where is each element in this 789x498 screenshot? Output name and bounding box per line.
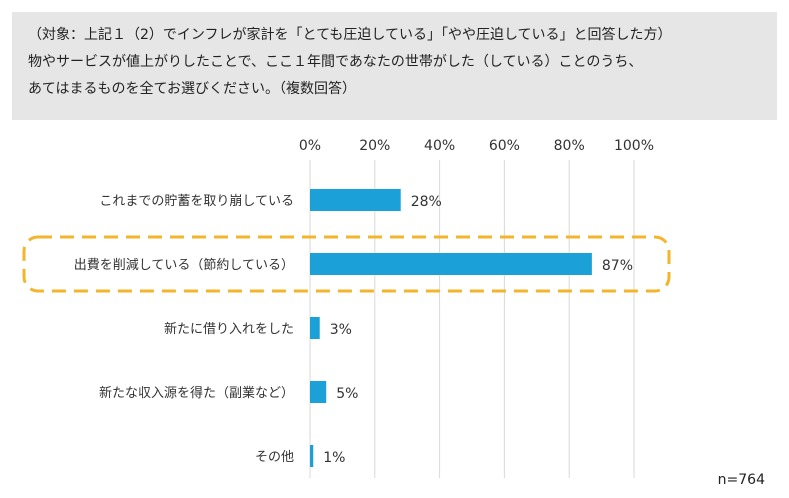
- x-tick-label: 0%: [299, 138, 321, 154]
- question-line-2: 物やサービスが値上がりしたことで、ここ１年間であなたの世帯がした（している）こと…: [28, 54, 643, 70]
- value-label: 5%: [336, 386, 358, 402]
- question-line-1: （対象：上記１（2）でインフレが家計を「とても圧迫している」「やや圧迫している」…: [28, 27, 672, 43]
- bar: [310, 189, 401, 211]
- value-label: 1%: [323, 450, 345, 466]
- bar: [310, 445, 314, 467]
- category-label: その他: [255, 450, 294, 465]
- bar: [310, 381, 327, 403]
- x-tick-label: 20%: [359, 138, 390, 154]
- value-label: 28%: [411, 194, 442, 210]
- category-label: これまでの貯蓄を取り崩している: [99, 194, 294, 209]
- highlight-box: [22, 235, 671, 293]
- bar: [310, 253, 592, 275]
- sample-size-note: n=764: [717, 472, 765, 488]
- category-label: 出費を削減している（節約している）: [74, 257, 294, 273]
- question-line-3: あてはまるものを全てお選びください。（複数回答）: [28, 81, 357, 97]
- value-label: 87%: [602, 258, 633, 274]
- x-tick-label: 80%: [554, 138, 585, 154]
- bar: [310, 317, 320, 339]
- question-box: （対象：上記１（2）でインフレが家計を「とても圧迫している」「やや圧迫している」…: [12, 12, 777, 120]
- x-tick-label: 40%: [424, 138, 455, 154]
- value-label: 3%: [330, 322, 352, 338]
- x-tick-label: 60%: [489, 138, 520, 154]
- category-label: 新たに借り入れをした: [164, 321, 294, 337]
- x-tick-label: 100%: [614, 138, 654, 154]
- category-label: 新たな収入源を得た（副業など）: [99, 385, 294, 401]
